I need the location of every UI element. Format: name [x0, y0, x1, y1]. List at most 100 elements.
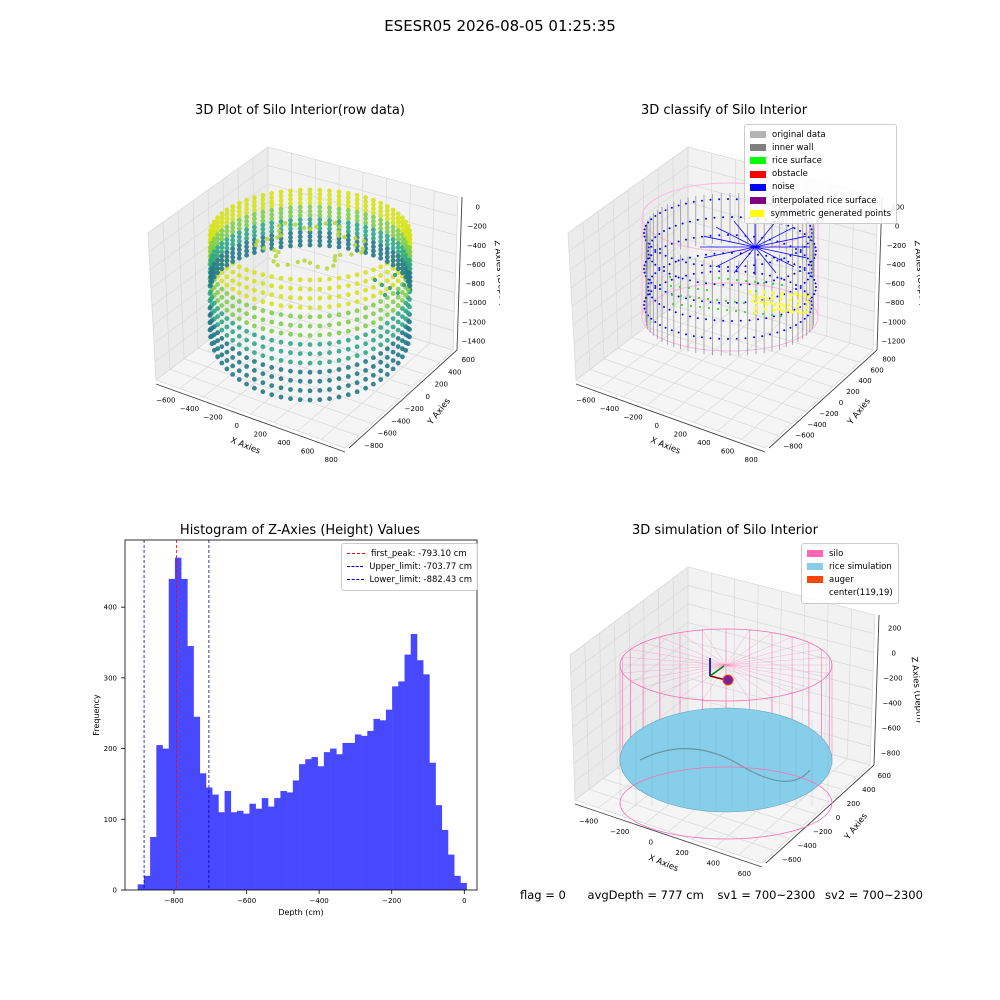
histogram-bar [286, 792, 294, 890]
histogram-bar [137, 884, 145, 890]
histogram-bar [429, 762, 436, 890]
raw-xtick-label: 600 [301, 447, 314, 455]
histogram-xtick-label: −200 [382, 897, 401, 905]
histogram-ytick-label: 200 [104, 745, 117, 753]
histogram-bar [373, 718, 381, 890]
cls-ytick-label: 600 [870, 366, 883, 374]
simulation-legend-item: auger [807, 573, 893, 586]
histogram-xlabel: Depth (cm) [278, 908, 323, 917]
histogram-bar [361, 735, 368, 890]
legend-swatch [807, 576, 823, 584]
classify-legend-item: symmetric generated points [750, 207, 891, 220]
raw-ztick-label: −1200 [462, 318, 486, 326]
cls-ytick-label: −600 [795, 432, 814, 440]
histogram-bar [193, 716, 201, 890]
classify-legend-item: obstacle [750, 168, 891, 181]
cls-ztick-label: −600 [886, 280, 905, 288]
histogram-legend-item: Upper_limit: -703.77 cm [347, 560, 472, 573]
histogram-bar [218, 812, 225, 890]
simulation-legend-item: center(119,19) [807, 587, 893, 600]
rice-surface-ridge [639, 748, 811, 782]
classify-plot-title: 3D classify of Silo Interior [640, 103, 808, 118]
raw-zlabel: Z Axies (Depth) [492, 240, 500, 307]
cls-xtick-label: 0 [654, 422, 658, 430]
legend-label: interpolated rice surface [772, 195, 877, 206]
histogram-bar [280, 791, 287, 890]
histogram-bar [230, 812, 238, 890]
histogram-bar [423, 674, 430, 890]
cls-ztick-label: −200 [887, 242, 906, 250]
histogram-bar [249, 803, 256, 890]
cls-xtick-label: −600 [576, 396, 595, 404]
histogram-title: Histogram of Z-Axies (Height) Values [179, 523, 421, 538]
cls-ylabel: Y Axies [845, 396, 873, 428]
raw-ytick-label: 400 [448, 368, 461, 376]
cls-xtick-label: 200 [674, 430, 687, 438]
histogram-bar [460, 882, 467, 890]
sim-ytick-label: −600 [782, 856, 801, 864]
raw-ztick-label: −1400 [461, 337, 485, 345]
silo-bottom-ring [619, 766, 833, 840]
legend-label: obstacle [772, 169, 808, 180]
status-sv2: sv2 = 700~2300 [825, 888, 923, 902]
status-line: flag = 0 avgDepth = 777 cm sv1 = 700~230… [520, 888, 933, 902]
raw-xlabel: X Axies [229, 436, 262, 457]
cls-ytick-label: 200 [846, 388, 859, 396]
histogram-frame [124, 539, 478, 891]
cls-ytick-label: 800 [882, 355, 895, 363]
sim-ytick-label: −400 [798, 842, 817, 850]
sim-ztick-label: −600 [882, 725, 901, 733]
histogram-bar [199, 773, 207, 890]
legend-swatch [750, 144, 766, 152]
histogram-bar [243, 813, 250, 890]
classify-legend: original data inner wall rice surface obsta… [744, 124, 897, 225]
raw-plot-title: 3D Plot of Silo Interior(row data) [195, 103, 405, 118]
sim-ytick-label: 0 [836, 814, 840, 822]
sim-ztick-label: −200 [883, 675, 902, 683]
legend-label: original data [772, 129, 826, 140]
legend-swatch [807, 550, 823, 558]
classify-legend-item: interpolated rice surface [750, 194, 891, 207]
histogram-bar [398, 681, 405, 890]
cls-ztick-label: 200 [891, 204, 904, 212]
histogram-bar [330, 748, 337, 890]
simulation-3d-plot: −400−2000200400600−600−400−2000200400600… [569, 566, 920, 878]
sim-z-axis-line [873, 614, 880, 766]
histogram-bar [205, 787, 213, 890]
histogram-bar [150, 836, 157, 890]
sim-ytick-label: 600 [878, 772, 891, 780]
legend-line [347, 579, 364, 581]
histogram-xtick-label: −400 [310, 897, 329, 905]
cls-zlabel: Z Axies (Depth) [912, 240, 920, 307]
simulation-legend: silo rice simulation auger center(119,19) [801, 543, 899, 604]
status-flag: flag = 0 [520, 888, 566, 902]
sim-ytick-label: −200 [813, 828, 832, 836]
cls-xtick-label: −200 [623, 413, 642, 421]
histogram-bar [441, 829, 449, 890]
sim-zlabel: Z Axies (Depth) [909, 656, 920, 723]
histogram-ytick-label: 100 [104, 816, 117, 824]
cls-ztick-label: −800 [885, 299, 904, 307]
cls-ztick-label: −400 [886, 261, 905, 269]
raw-ytick-label: −200 [405, 405, 424, 413]
sim-ytick-label: 200 [847, 800, 860, 808]
legend-swatch [807, 590, 823, 597]
legend-line [347, 553, 365, 555]
histogram-legend: first_peak: -793.10 cm Upper_limit: -703.… [341, 543, 478, 591]
cls-ytick-label: −800 [783, 443, 802, 451]
cls-ztick-label: 0 [895, 223, 899, 231]
raw-z-axis-line [456, 196, 463, 351]
histogram-legend-item: Lower_limit: -882.43 cm [347, 573, 472, 586]
cls-ytick-label: 400 [858, 377, 871, 385]
histogram-ytick-label: 300 [104, 674, 117, 682]
legend-label: inner wall [772, 142, 814, 153]
raw-xtick-label: 0 [234, 422, 238, 430]
histogram-bar [317, 766, 325, 890]
legend-swatch [750, 183, 766, 191]
classify-legend-item: original data [750, 128, 891, 141]
status-avg-depth: avgDepth = 777 cm [587, 888, 704, 902]
legend-swatch [750, 131, 766, 139]
raw-xtick-label: −600 [156, 396, 175, 404]
cls-xtick-label: 400 [697, 439, 710, 447]
histogram-bar [156, 745, 163, 890]
